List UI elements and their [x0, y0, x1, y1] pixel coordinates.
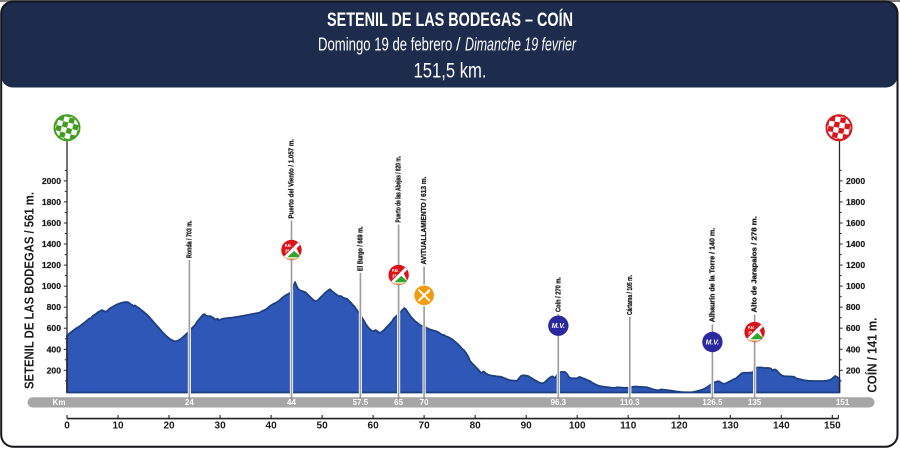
svg-text:800: 800: [47, 302, 62, 312]
svg-text:65: 65: [394, 398, 403, 407]
svg-text:M.V.: M.V.: [706, 339, 720, 346]
svg-text:44: 44: [287, 398, 296, 407]
svg-text:1800: 1800: [846, 197, 865, 207]
svg-text:600: 600: [846, 323, 861, 333]
svg-text:Coín / 270 m.: Coín / 270 m.: [553, 277, 562, 312]
svg-text:M.V.: M.V.: [552, 323, 566, 330]
svg-text:24: 24: [185, 398, 194, 407]
svg-text:600: 600: [47, 323, 62, 333]
svg-text:1400: 1400: [846, 239, 865, 249]
svg-text:800: 800: [846, 302, 861, 312]
svg-text:Puerto del Viento / 1.057 m.: Puerto del Viento / 1.057 m.: [287, 139, 296, 219]
svg-text:1800: 1800: [42, 197, 61, 207]
svg-text:126.5: 126.5: [702, 398, 723, 407]
svg-text:P.M.: P.M.: [285, 243, 292, 248]
svg-text:110.3: 110.3: [620, 398, 640, 407]
svg-text:100: 100: [569, 421, 586, 432]
svg-text:El Burgo / 669 m.: El Burgo / 669 m.: [356, 227, 365, 272]
svg-text:130: 130: [722, 421, 739, 432]
svg-text:40: 40: [266, 421, 278, 432]
svg-text:Puerto de las Abejas / 820 m.: Puerto de las Abejas / 820 m.: [394, 156, 403, 223]
svg-text:400: 400: [846, 344, 861, 354]
svg-text:P.M.: P.M.: [748, 325, 755, 330]
svg-text:0: 0: [64, 421, 70, 432]
svg-text:110: 110: [620, 421, 637, 432]
svg-text:Domingo 19 de febrero / Dimanc: Domingo 19 de febrero / Dimanche 19 fevr…: [318, 34, 577, 55]
svg-text:150: 150: [824, 421, 841, 432]
svg-text:1600: 1600: [42, 218, 61, 228]
svg-text:57.5: 57.5: [353, 398, 369, 407]
svg-text:SETENIL DE LAS BODEGAS – COÍN: SETENIL DE LAS BODEGAS – COÍN: [327, 8, 573, 31]
svg-text:50: 50: [317, 421, 329, 432]
svg-text:400: 400: [47, 344, 62, 354]
svg-text:3ª: 3ª: [285, 249, 289, 254]
svg-text:COÍN / 141 m.: COÍN / 141 m.: [865, 318, 880, 393]
svg-text:Alhaurín de la Torre / 140 m.: Alhaurín de la Torre / 140 m.: [708, 228, 717, 323]
svg-text:P.M.: P.M.: [392, 268, 399, 273]
svg-text:SETENIL DE LAS BODEGAS / 561 m: SETENIL DE LAS BODEGAS / 561 m.: [22, 192, 36, 389]
svg-text:Alto de Jarapalos / 278 m.: Alto de Jarapalos / 278 m.: [750, 216, 759, 312]
svg-text:120: 120: [671, 421, 688, 432]
svg-text:200: 200: [846, 365, 861, 375]
svg-text:30: 30: [215, 421, 227, 432]
svg-text:151,5 km.: 151,5 km.: [414, 59, 487, 83]
svg-text:80: 80: [470, 421, 482, 432]
svg-text:151: 151: [836, 398, 850, 407]
svg-text:96.3: 96.3: [551, 398, 567, 407]
svg-text:1000: 1000: [846, 281, 865, 291]
svg-text:135: 135: [748, 398, 762, 407]
svg-text:Ronda / 703 m.: Ronda / 703 m.: [185, 221, 194, 259]
svg-text:3ª: 3ª: [392, 274, 396, 279]
svg-text:70: 70: [419, 421, 431, 432]
svg-text:10: 10: [112, 421, 124, 432]
svg-text:3ª: 3ª: [748, 331, 752, 336]
svg-text:1200: 1200: [42, 260, 61, 270]
svg-text:20: 20: [163, 421, 175, 432]
svg-text:Cártama / 105 m.: Cártama / 105 m.: [625, 275, 634, 315]
svg-text:90: 90: [521, 421, 533, 432]
svg-text:2000: 2000: [846, 176, 865, 186]
svg-text:200: 200: [47, 365, 62, 375]
svg-text:AVITUALLAMIENTO / 613 m.: AVITUALLAMIENTO / 613 m.: [419, 177, 428, 265]
svg-text:1000: 1000: [42, 281, 61, 291]
svg-text:70: 70: [420, 398, 429, 407]
svg-text:140: 140: [773, 421, 790, 432]
svg-text:2000: 2000: [42, 176, 61, 186]
svg-text:1600: 1600: [846, 218, 865, 228]
svg-text:60: 60: [368, 421, 380, 432]
svg-text:Km: Km: [53, 398, 66, 407]
svg-text:1200: 1200: [846, 260, 865, 270]
svg-text:1400: 1400: [42, 239, 61, 249]
